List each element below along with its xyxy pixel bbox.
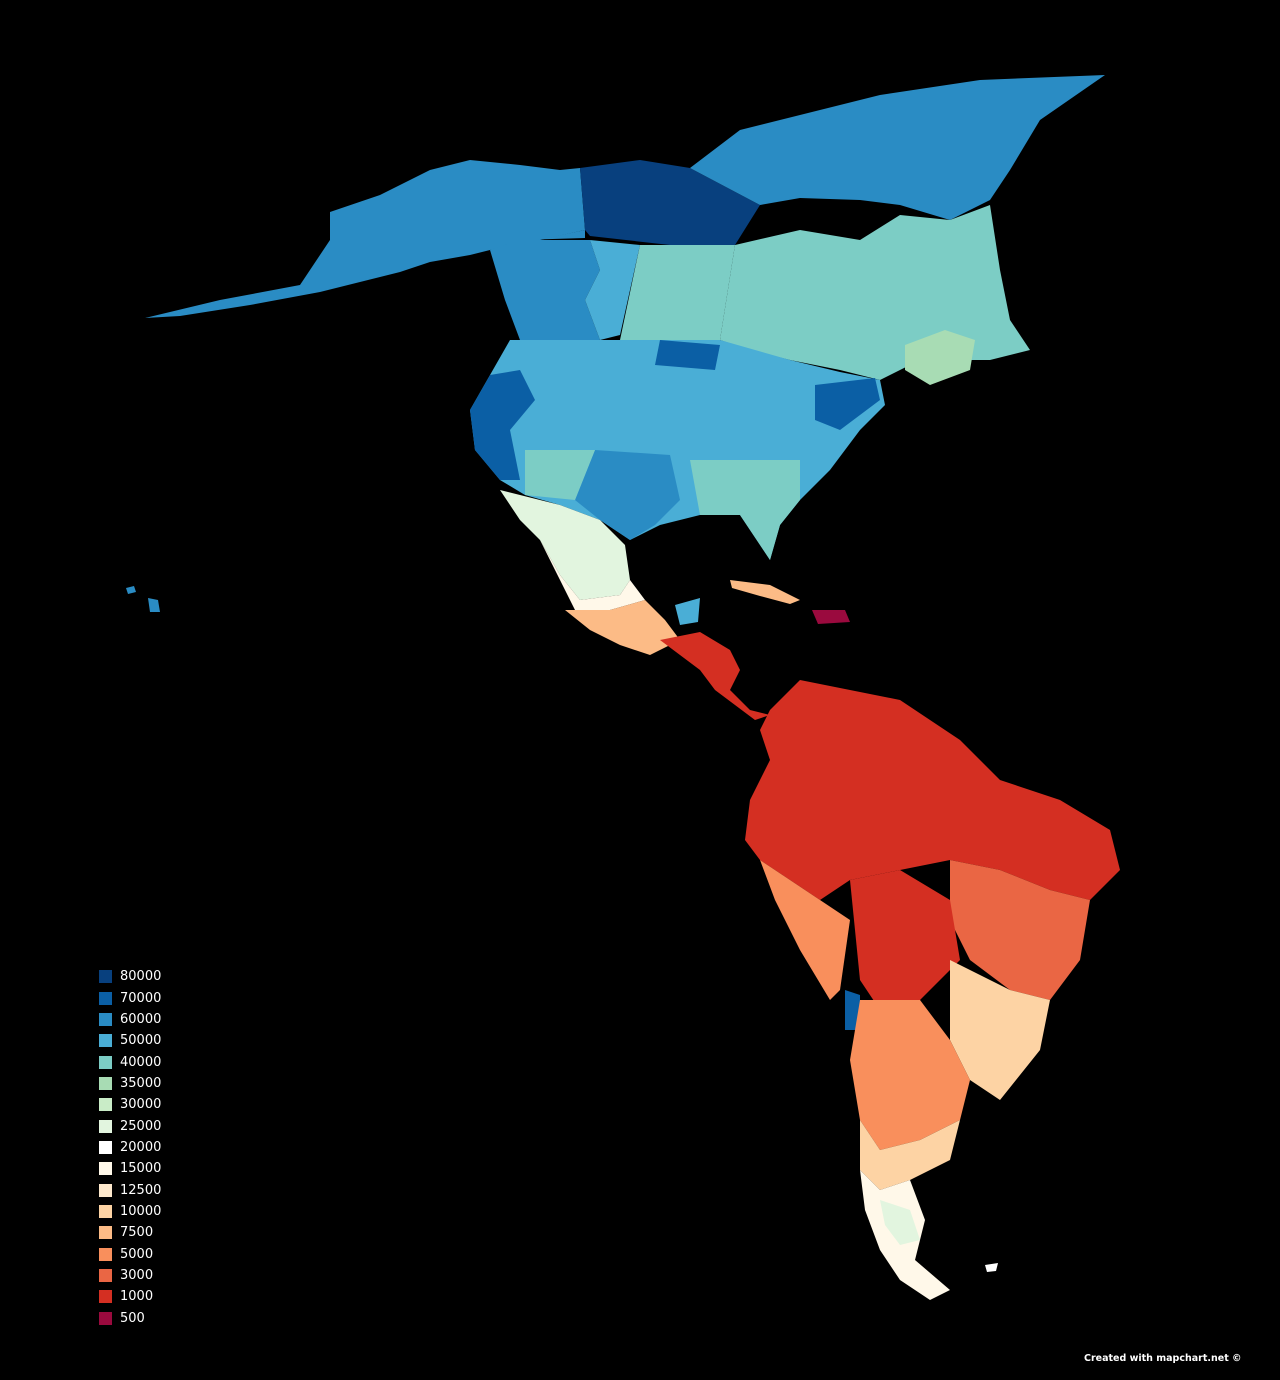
- legend-swatch: [99, 1076, 112, 1090]
- region-argentina-north: [850, 1000, 970, 1150]
- legend-label: 3000: [120, 1267, 154, 1283]
- legend-label: 60000: [120, 1011, 162, 1027]
- legend-item: 60000: [99, 1009, 161, 1030]
- legend-item: 50000: [99, 1030, 161, 1051]
- region-hispaniola: [812, 610, 850, 624]
- legend-item: 3000: [99, 1265, 161, 1286]
- region-patagonia-south: [880, 1200, 920, 1245]
- region-bolivia-paraguay: [850, 870, 960, 1010]
- region-argentina-central: [860, 1120, 960, 1190]
- region-chile: [845, 990, 860, 1030]
- legend-swatch: [99, 1098, 112, 1112]
- region-mexico-north: [500, 490, 630, 600]
- legend-item: 15000: [99, 1158, 161, 1179]
- region-prairies: [620, 245, 735, 340]
- legend-item: 20000: [99, 1137, 161, 1158]
- legend-swatch: [99, 1055, 112, 1069]
- legend-label: 10000: [120, 1203, 162, 1219]
- legend-swatch: [99, 1162, 112, 1176]
- region-usa-northern-plains: [655, 340, 720, 370]
- legend-item: 1000: [99, 1286, 161, 1307]
- region-cuba: [730, 580, 800, 604]
- region-usa-south: [690, 460, 800, 560]
- region-brazil-south: [950, 960, 1050, 1100]
- legend-label: 50000: [120, 1033, 162, 1049]
- legend-item: 25000: [99, 1115, 161, 1136]
- region-usa-northeast: [815, 378, 880, 430]
- legend-label: 500: [120, 1310, 145, 1326]
- legend-item: 80000: [99, 966, 161, 987]
- region-usa-southwest: [525, 450, 595, 500]
- legend-label: 5000: [120, 1246, 154, 1262]
- legend-item: 500: [99, 1308, 161, 1329]
- legend-label: 15000: [120, 1161, 162, 1177]
- region-atlantic-canada: [905, 330, 975, 385]
- legend-swatch: [99, 970, 112, 984]
- region-alaska: [145, 160, 585, 318]
- region-northwest-territories: [580, 160, 760, 245]
- legend-label: 20000: [120, 1139, 162, 1155]
- legend-item: 30000: [99, 1094, 161, 1115]
- region-brazil-east: [950, 860, 1090, 1000]
- legend-swatch: [99, 1247, 112, 1261]
- legend-swatch: [99, 1183, 112, 1197]
- region-mexico-center: [540, 540, 645, 610]
- legend-item: 35000: [99, 1073, 161, 1094]
- legend-swatch: [99, 1204, 112, 1218]
- legend-label: 7500: [120, 1225, 154, 1241]
- legend-swatch: [99, 991, 112, 1005]
- region-central-america: [660, 632, 770, 720]
- region-british-columbia: [490, 240, 600, 340]
- credit-text: Created with mapchart.net ©: [1084, 1353, 1242, 1364]
- region-nunavut: [690, 75, 1105, 220]
- legend-label: 70000: [120, 990, 162, 1006]
- region-south-america-north: [745, 680, 1120, 900]
- legend-label: 1000: [120, 1289, 154, 1305]
- legend-item: 7500: [99, 1222, 161, 1243]
- legend-swatch: [99, 1268, 112, 1282]
- region-alberta: [585, 240, 640, 340]
- legend-item: 12500: [99, 1179, 161, 1200]
- legend-swatch: [99, 1012, 112, 1026]
- region-yucatan: [675, 598, 700, 625]
- legend-item: 70000: [99, 987, 161, 1008]
- legend-label: 35000: [120, 1075, 162, 1091]
- map-legend: 80000 70000 60000 50000 40000 35000 30000 25000…: [99, 966, 161, 1329]
- region-falklands: [985, 1263, 998, 1272]
- legend-item: 5000: [99, 1243, 161, 1264]
- legend-label: 12500: [120, 1182, 162, 1198]
- legend-label: 40000: [120, 1054, 162, 1070]
- legend-label: 80000: [120, 969, 162, 985]
- region-andes: [760, 860, 850, 1000]
- legend-swatch: [99, 1290, 112, 1304]
- legend-item: 10000: [99, 1201, 161, 1222]
- legend-swatch: [99, 1311, 112, 1325]
- legend-swatch: [99, 1034, 112, 1048]
- region-hawaii: [126, 586, 160, 612]
- legend-swatch: [99, 1119, 112, 1133]
- legend-swatch: [99, 1226, 112, 1240]
- region-usa-texas: [575, 450, 680, 540]
- legend-swatch: [99, 1140, 112, 1154]
- legend-item: 40000: [99, 1051, 161, 1072]
- legend-label: 25000: [120, 1118, 162, 1134]
- region-usa-west: [470, 370, 535, 480]
- legend-label: 30000: [120, 1097, 162, 1113]
- region-mexico-south: [565, 600, 680, 655]
